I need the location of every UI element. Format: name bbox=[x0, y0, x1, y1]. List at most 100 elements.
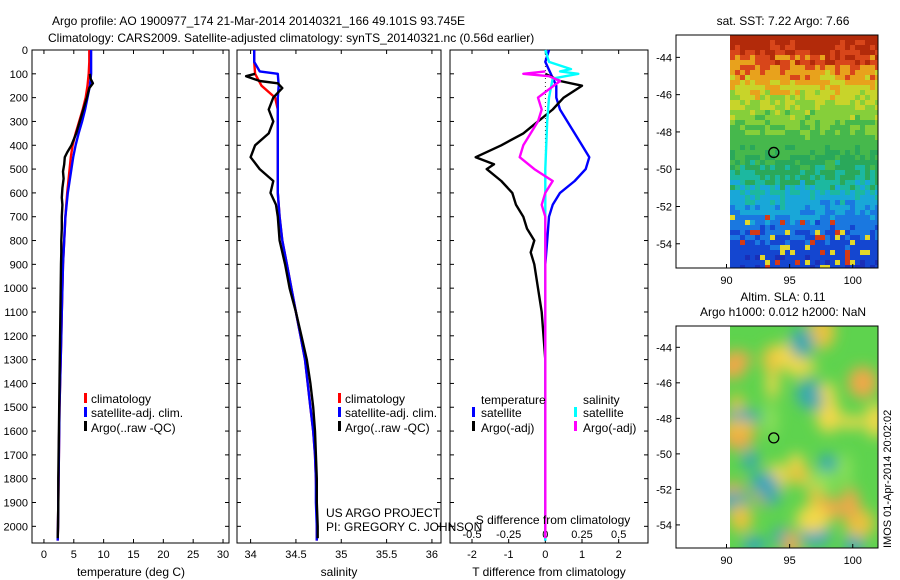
sst-cell bbox=[855, 190, 860, 195]
sst-cell bbox=[795, 220, 800, 225]
sst-cell bbox=[835, 125, 840, 130]
sst-cell bbox=[745, 55, 750, 60]
sst-cell bbox=[775, 70, 780, 75]
sst-cell bbox=[745, 70, 750, 75]
sst-cell bbox=[860, 50, 865, 55]
sst-cell bbox=[740, 70, 745, 75]
map-x-tick-label: 100 bbox=[844, 555, 862, 567]
sst-cell bbox=[835, 80, 840, 85]
sst-cell bbox=[795, 155, 800, 160]
sst-cell bbox=[775, 240, 780, 245]
sst-cell bbox=[870, 70, 875, 75]
sst-cell bbox=[775, 125, 780, 130]
sst-cell bbox=[875, 35, 878, 40]
sst-cell bbox=[810, 60, 815, 65]
sst-cell bbox=[860, 60, 865, 65]
sst-cell bbox=[835, 100, 840, 105]
sst-cell bbox=[825, 50, 830, 55]
sst-cell bbox=[775, 250, 780, 255]
x-tick-label: 35.5 bbox=[376, 549, 397, 561]
sla-map-subtitle: Argo h1000: 0.012 h2000: NaN bbox=[700, 305, 866, 319]
sst-cell bbox=[755, 120, 760, 125]
sst-cell bbox=[755, 220, 760, 225]
sst-cell bbox=[830, 55, 835, 60]
sst-cell bbox=[865, 90, 870, 95]
sst-cell bbox=[835, 110, 840, 115]
sla-blob bbox=[804, 392, 824, 412]
sst-cell bbox=[825, 45, 830, 50]
sst-cell bbox=[805, 215, 810, 220]
sst-cell bbox=[780, 245, 785, 250]
sst-cell bbox=[735, 120, 740, 125]
sst-cell bbox=[855, 75, 860, 80]
sst-cell bbox=[745, 35, 750, 40]
sst-cell bbox=[875, 150, 878, 155]
sst-cell bbox=[740, 160, 745, 165]
sst-cell bbox=[780, 220, 785, 225]
sst-cell bbox=[805, 115, 810, 120]
sst-cell bbox=[795, 210, 800, 215]
sst-cell bbox=[765, 160, 770, 165]
sst-cell bbox=[845, 140, 850, 145]
sst-cell bbox=[825, 195, 830, 200]
sst-cell bbox=[785, 60, 790, 65]
sst-cell bbox=[750, 75, 755, 80]
sst-cell bbox=[735, 55, 740, 60]
sst-cell bbox=[800, 130, 805, 135]
sst-cell bbox=[870, 35, 875, 40]
sst-cell bbox=[860, 215, 865, 220]
sst-cell bbox=[740, 85, 745, 90]
sst-cell bbox=[840, 35, 845, 40]
sst-cell bbox=[760, 205, 765, 210]
sst-cell bbox=[820, 245, 825, 250]
sst-cell bbox=[845, 255, 850, 260]
sst-cell bbox=[850, 60, 855, 65]
sst-cell bbox=[840, 60, 845, 65]
sst-cell bbox=[860, 145, 865, 150]
sst-cell bbox=[860, 170, 865, 175]
sst-cell bbox=[840, 210, 845, 215]
sst-cell bbox=[810, 175, 815, 180]
sst-cell bbox=[840, 65, 845, 70]
sst-cell bbox=[855, 140, 860, 145]
sst-cell bbox=[745, 110, 750, 115]
sst-cell bbox=[730, 145, 735, 150]
sst-cell bbox=[760, 260, 765, 265]
sst-cell bbox=[765, 185, 770, 190]
sst-cell bbox=[810, 40, 815, 45]
sst-cell bbox=[775, 65, 780, 70]
sst-cell bbox=[830, 215, 835, 220]
sst-cell bbox=[865, 130, 870, 135]
sst-cell bbox=[775, 165, 780, 170]
sst-cell bbox=[785, 205, 790, 210]
sst-cell bbox=[765, 55, 770, 60]
sst-cell bbox=[870, 105, 875, 110]
sst-cell bbox=[760, 230, 765, 235]
sst-cell bbox=[805, 260, 810, 265]
sst-cell bbox=[770, 230, 775, 235]
sst-cell bbox=[755, 65, 760, 70]
map-x-tick-label: 100 bbox=[844, 275, 862, 287]
sst-cell bbox=[805, 255, 810, 260]
salinity-legend: climatology satellite-adj. clim. Argo(..… bbox=[338, 392, 437, 435]
sst-cell bbox=[785, 100, 790, 105]
sst-cell bbox=[845, 145, 850, 150]
sst-cell bbox=[865, 235, 870, 240]
sst-cell bbox=[770, 265, 775, 268]
sst-cell bbox=[770, 105, 775, 110]
sst-cell bbox=[750, 55, 755, 60]
sst-cell bbox=[760, 130, 765, 135]
sst-cell bbox=[775, 80, 780, 85]
sst-cell bbox=[740, 50, 745, 55]
sst-cell bbox=[805, 145, 810, 150]
sst-cell bbox=[790, 245, 795, 250]
sst-cell bbox=[770, 160, 775, 165]
sst-cell bbox=[835, 75, 840, 80]
sst-cell bbox=[865, 260, 870, 265]
sst-cell bbox=[855, 265, 860, 268]
sst-cell bbox=[790, 90, 795, 95]
sst-cell bbox=[870, 255, 875, 260]
sst-cell bbox=[770, 60, 775, 65]
sst-cell bbox=[815, 145, 820, 150]
sst-cell bbox=[735, 145, 740, 150]
